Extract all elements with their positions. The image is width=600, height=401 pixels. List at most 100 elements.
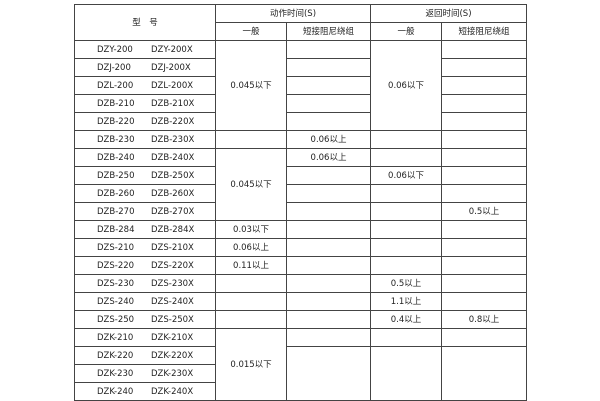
return-short-damping-cell [441, 238, 527, 257]
model-cell: DZY-200 DZY-200X [74, 40, 216, 59]
model-cell: DZB-250 DZB-250X [74, 166, 216, 185]
model-name: DZS-250 [97, 314, 135, 325]
action-short-damping-cell [286, 274, 371, 293]
table-row: DZS-220 DZS-220X 0.11以上 [74, 256, 527, 275]
model-name-x: DZS-250X [151, 314, 194, 325]
table-row: DZS-240 DZS-240X 1.1以上 [74, 292, 527, 311]
model-name: DZS-220 [97, 260, 135, 271]
model-cell: DZS-250 DZS-250X [74, 310, 216, 329]
return-general-cell: 0.06以下 [370, 40, 442, 131]
return-short-damping-cell: 0.8以上 [441, 310, 527, 329]
action-general-cell: 0.045以下 [215, 148, 287, 221]
model-name-x: DZS-240X [151, 296, 194, 307]
model-cell: DZB-270 DZB-270X [74, 202, 216, 221]
return-short-damping-cell [441, 58, 527, 77]
model-name: DZB-240 [97, 152, 135, 163]
model-cell: DZB-230 DZB-230X [74, 130, 216, 149]
return-general-cell [370, 130, 442, 149]
header-action-time: 动作时间(S) [215, 4, 371, 23]
return-general-cell [370, 148, 442, 167]
model-name-x: DZB-260X [151, 188, 195, 199]
action-short-damping-cell [286, 58, 371, 77]
action-general-cell [215, 292, 287, 311]
model-cell: DZB-220 DZB-220X [74, 112, 216, 131]
action-short-damping-cell [286, 328, 371, 347]
model-name: DZB-220 [97, 116, 135, 127]
model-name-x: DZB-284X [151, 224, 195, 235]
model-name: DZK-240 [97, 386, 134, 397]
return-short-damping-cell [441, 220, 527, 239]
model-name-x: DZK-220X [151, 350, 194, 361]
model-name-x: DZJ-200X [151, 62, 191, 73]
return-general-cell [370, 202, 442, 221]
return-short-damping-cell [441, 94, 527, 113]
action-short-damping-cell [286, 292, 371, 311]
action-short-damping-cell [286, 220, 371, 239]
header-return-short-damping: 短接阻尼绕组 [441, 22, 527, 41]
return-short-damping-cell [441, 184, 527, 203]
action-general-cell: 0.11以上 [215, 256, 287, 275]
table-row: DZB-220 DZB-220X [74, 112, 527, 131]
return-general-cell [370, 346, 442, 401]
relay-timing-table: 型 号 动作时间(S) 返回时间(S) 一般 短接阻尼绕组 一般 短接阻尼绕组 … [74, 4, 527, 401]
model-name: DZB-284 [97, 224, 135, 235]
model-cell: DZB-284 DZB-284X [74, 220, 216, 239]
action-short-damping-cell [286, 238, 371, 257]
model-name: DZK-220 [97, 350, 134, 361]
model-cell: DZS-210 DZS-210X [74, 238, 216, 257]
table-row: DZB-210 DZB-210X [74, 94, 527, 113]
model-name-x: DZY-200X [151, 44, 193, 55]
header-action-general: 一般 [215, 22, 287, 41]
action-short-damping-cell [286, 166, 371, 185]
model-name: DZK-210 [97, 332, 134, 343]
return-short-damping-cell [441, 346, 527, 401]
model-name: DZS-230 [97, 278, 135, 289]
return-short-damping-cell [441, 76, 527, 95]
return-short-damping-cell [441, 130, 527, 149]
model-name-x: DZB-210X [151, 98, 195, 109]
table-row: DZB-240 DZB-240X 0.045以下 0.06以上 [74, 148, 527, 221]
model-name: DZK-230 [97, 368, 134, 379]
action-general-cell [215, 310, 287, 329]
model-cell: DZS-230 DZS-230X [74, 274, 216, 293]
return-general-cell [370, 220, 442, 239]
model-cell: DZJ-200 DZJ-200X [74, 58, 216, 77]
action-short-damping-cell [286, 256, 371, 275]
model-name-x: DZS-210X [151, 242, 194, 253]
table-row: DZS-250 DZS-250X 0.4以上 0.8以上 [74, 310, 527, 329]
model-name: DZS-240 [97, 296, 135, 307]
table-row: DZK-220 DZK-220X [74, 346, 527, 401]
action-short-damping-cell [286, 310, 371, 329]
model-name-x: DZS-220X [151, 260, 194, 271]
model-name-x: DZB-220X [151, 116, 195, 127]
header-model: 型 号 [74, 4, 216, 41]
action-short-damping-cell [286, 76, 371, 95]
table-row: DZB-284 DZB-284X 0.03以下 [74, 220, 527, 239]
model-cell: DZL-200 DZL-200X [74, 76, 216, 95]
return-short-damping-cell [441, 40, 527, 59]
return-short-damping-cell [441, 274, 527, 293]
table-row: DZB-230 DZB-230X 0.06以上 [74, 130, 527, 149]
table-row: DZB-250 DZB-250X 0.06以下 [74, 166, 527, 185]
return-short-damping-cell [441, 166, 527, 185]
action-short-damping-cell [286, 184, 371, 203]
action-general-cell: 0.045以下 [215, 40, 287, 131]
model-name: DZJ-200 [97, 62, 131, 73]
table-row: DZL-200 DZL-200X [74, 76, 527, 95]
table-row: DZY-200 DZY-200X 0.045以下 0.06以下 [74, 40, 527, 131]
header-action-short-damping: 短接阻尼绕组 [286, 22, 371, 41]
model-name-x: DZK-210X [151, 332, 194, 343]
return-short-damping-cell [441, 256, 527, 275]
model-name-x: DZK-230X [151, 368, 194, 379]
return-general-cell: 0.5以上 [370, 274, 442, 293]
model-cell: DZB-260 DZB-260X [74, 184, 216, 203]
return-general-cell [370, 256, 442, 275]
return-general-cell [370, 238, 442, 257]
model-name-x: DZB-250X [151, 170, 195, 181]
return-short-damping-cell [441, 292, 527, 311]
header-return-general: 一般 [370, 22, 442, 41]
model-name-x: DZK-240X [151, 386, 194, 397]
model-cell: DZB-240 DZB-240X [74, 148, 216, 167]
action-general-cell [215, 274, 287, 293]
model-name: DZB-250 [97, 170, 135, 181]
